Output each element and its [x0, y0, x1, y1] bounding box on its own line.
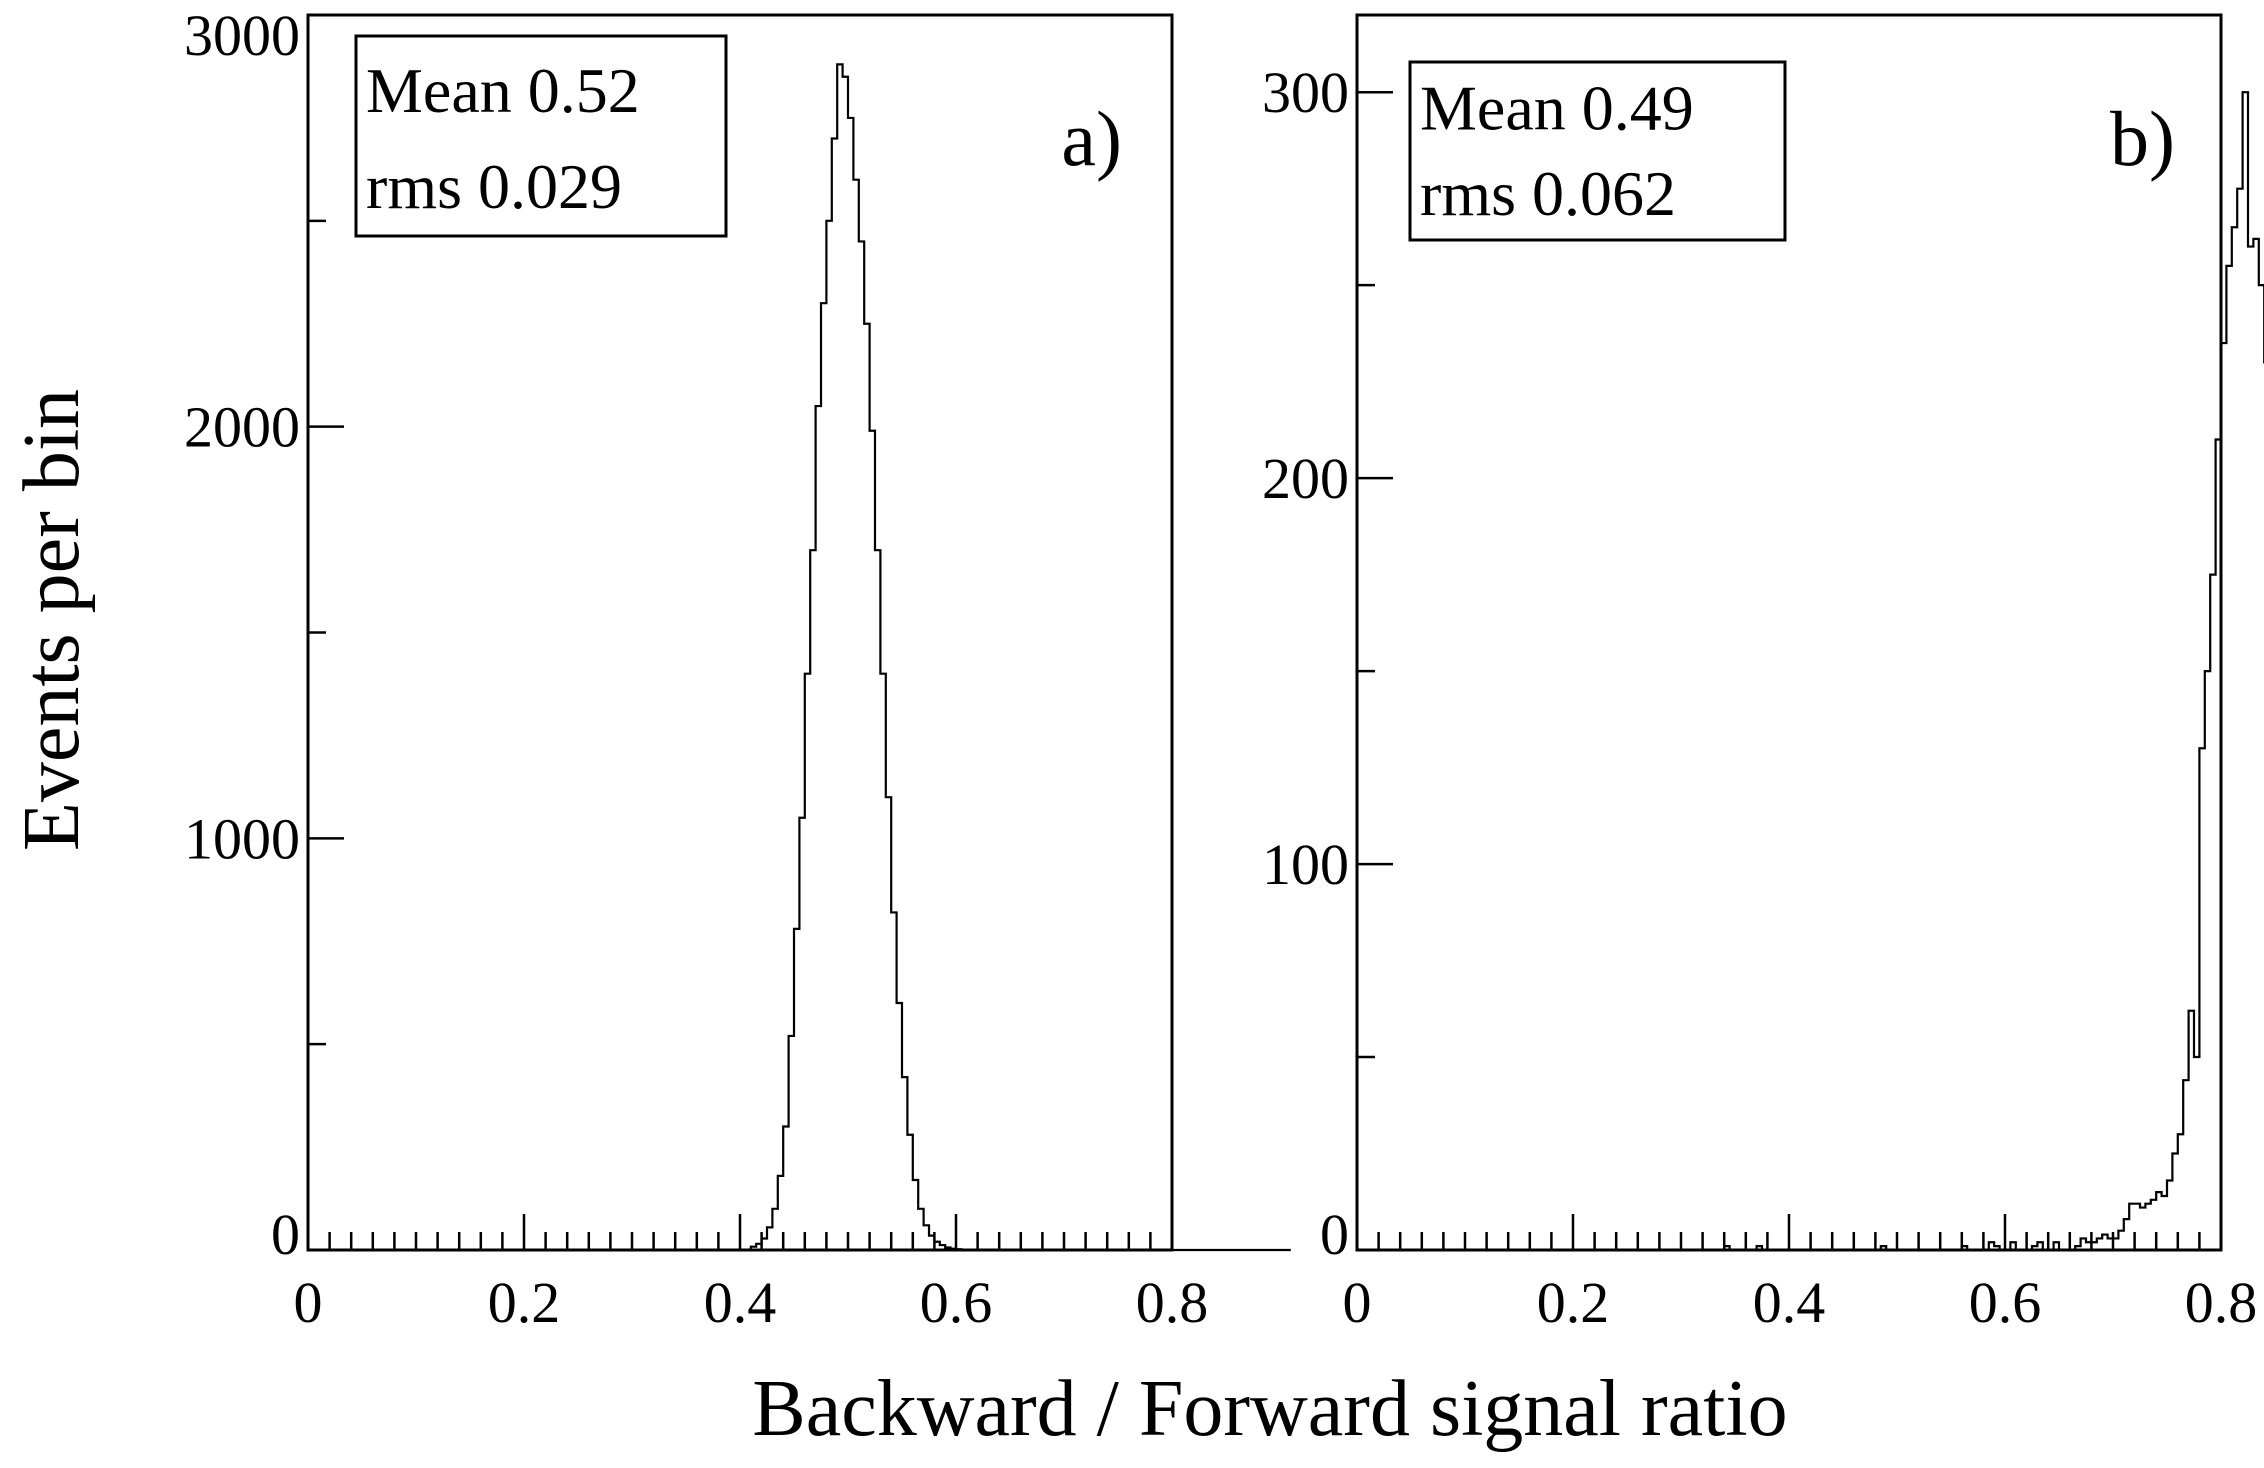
x-tick-label: 0.6: [1969, 1270, 2042, 1335]
x-tick-label: 0: [1343, 1270, 1372, 1335]
histogram-series: [308, 63, 1291, 1252]
y-tick-label: 0: [271, 1202, 300, 1267]
x-tick-label: 0.2: [488, 1270, 561, 1335]
y-tick-label: 300: [1262, 60, 1349, 125]
x-tick-label: 0.8: [1136, 1270, 1209, 1335]
x-tick-label: 0.4: [704, 1270, 777, 1335]
panel-label: a): [1061, 95, 1122, 182]
panel-a: 0 0.2 0.4 0.6 0.8 0 1000 2000 3000 Mean 0.52 rms 0…: [184, 3, 1291, 1335]
y-tick-label: 0: [1320, 1202, 1349, 1267]
x-tick-label: 0.8: [2185, 1270, 2258, 1335]
y-tick-label: 200: [1262, 446, 1349, 511]
panel-label: b): [2110, 95, 2175, 182]
x-tick-label: 0: [294, 1270, 323, 1335]
x-tick-label: 0.2: [1537, 1270, 1610, 1335]
stats-mean: Mean 0.52: [366, 55, 640, 126]
y-tick-label: 3000: [184, 3, 300, 68]
x-tick-label: 0.6: [920, 1270, 993, 1335]
stats-rms: rms 0.029: [366, 151, 622, 222]
panel-b: 0 0.2 0.4 0.6 0.8 0 100 200 300 Mean 0.49 rms 0.06…: [1262, 13, 2264, 1335]
stats-rms: rms 0.062: [1420, 158, 1676, 229]
stats-mean: Mean 0.49: [1420, 73, 1694, 144]
y-tick-label: 2000: [184, 395, 300, 460]
y-axis-label: Events per bin: [8, 389, 96, 851]
y-tick-label: 1000: [184, 806, 300, 871]
y-tick-label: 100: [1262, 832, 1349, 897]
stats-box: [1408, 60, 1787, 242]
x-axis-label: Backward / Forward signal ratio: [752, 1365, 1787, 1453]
histogram-series: [1357, 91, 2264, 1252]
x-tick-label: 0.4: [1753, 1270, 1826, 1335]
stats-box: [354, 34, 728, 238]
